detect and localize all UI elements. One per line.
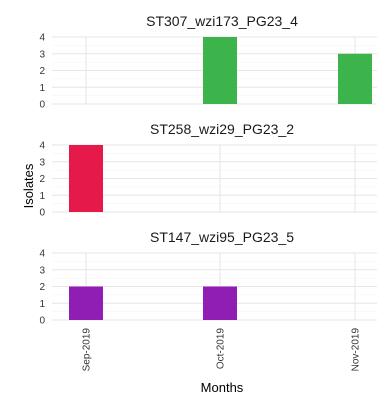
y-tick-label: 4: [39, 33, 45, 44]
y-tick-label: 0: [39, 316, 45, 327]
panel-title: ST147_wzi95_PG23_5: [150, 229, 294, 245]
y-tick-label: 3: [39, 265, 45, 276]
y-tick-label: 0: [39, 100, 45, 111]
y-tick-label: 2: [39, 174, 45, 185]
y-axis-label: Isolates: [21, 163, 36, 208]
panel-title: ST307_wzi173_PG23_4: [146, 13, 298, 29]
x-tick-label: Oct-2019: [216, 328, 227, 370]
y-tick-label: 3: [39, 157, 45, 168]
bar-2-Sep-2019: [69, 145, 103, 212]
y-tick-label: 1: [39, 83, 45, 94]
y-tick-label: 4: [39, 141, 45, 152]
y-tick-label: 1: [39, 191, 45, 202]
x-tick-label: Sep-2019: [82, 328, 93, 372]
y-tick-label: 4: [39, 249, 45, 260]
y-tick-label: 3: [39, 49, 45, 60]
x-tick-label: Nov-2019: [351, 328, 362, 372]
y-tick-label: 0: [39, 208, 45, 219]
bar-1-Oct-2019: [203, 37, 237, 104]
x-axis-label: Months: [201, 380, 244, 395]
bar-3-Oct-2019: [203, 286, 237, 320]
y-tick-label: 2: [39, 282, 45, 293]
y-tick-label: 2: [39, 66, 45, 77]
panel-title: ST258_wzi29_PG23_2: [150, 121, 294, 137]
y-tick-label: 1: [39, 299, 45, 310]
bar-1-Nov-2019: [338, 53, 372, 104]
bar-3-Sep-2019: [69, 286, 103, 320]
